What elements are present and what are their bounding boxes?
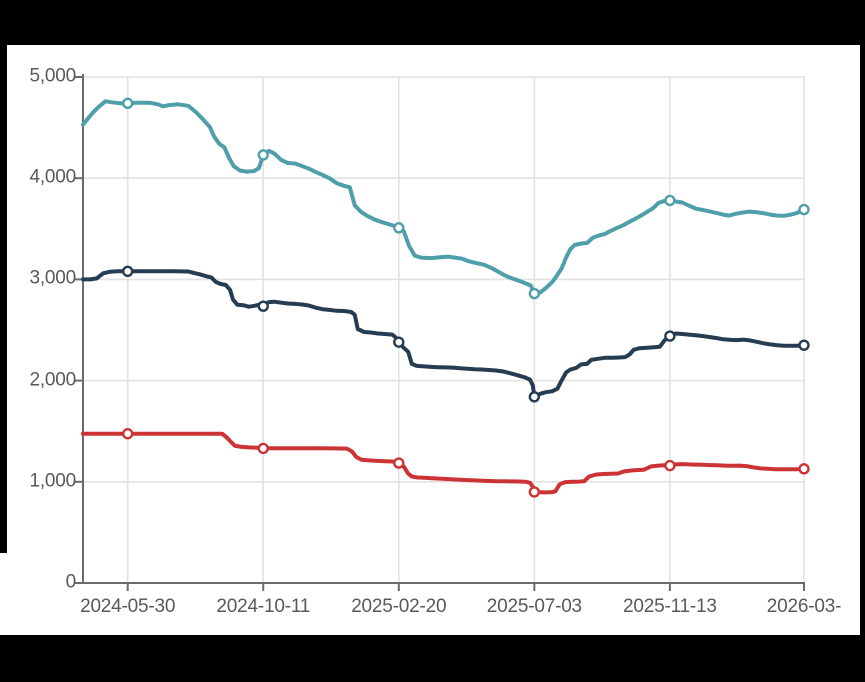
data-point-marker-red[interactable]	[122, 428, 134, 440]
data-point-marker-red[interactable]	[393, 457, 405, 469]
x-axis-label: 2026-03-	[766, 596, 842, 617]
window-border-bottom	[0, 635, 865, 682]
series-line-navy	[81, 269, 806, 399]
x-axis-label: 2024-10-11	[216, 596, 311, 617]
window-border-left	[0, 45, 7, 553]
data-point-marker-teal[interactable]	[122, 97, 134, 110]
data-point-marker-red[interactable]	[257, 442, 269, 455]
data-point-marker-red[interactable]	[664, 459, 676, 472]
data-point-marker-navy[interactable]	[664, 330, 676, 342]
y-axis-label: 5,000	[29, 65, 76, 87]
y-axis-label: 0	[65, 571, 77, 593]
series-line-red	[81, 431, 806, 495]
data-point-marker-teal[interactable]	[798, 203, 810, 216]
data-point-marker-teal[interactable]	[393, 222, 405, 234]
y-axis-label: 1,000	[29, 470, 76, 492]
x-axis-label: 2025-02-20	[351, 596, 447, 617]
data-point-marker-teal[interactable]	[528, 287, 541, 300]
window-border-right	[860, 45, 865, 635]
y-axis-label: 4,000	[29, 166, 76, 188]
data-point-marker-navy[interactable]	[393, 336, 405, 348]
series-line-teal	[81, 99, 806, 296]
x-axis-label: 2025-11-13	[623, 596, 717, 617]
data-point-marker-navy[interactable]	[798, 339, 810, 351]
data-point-marker-teal[interactable]	[664, 194, 676, 207]
window-border-top	[0, 0, 865, 45]
y-axis-label: 2,000	[29, 369, 76, 391]
data-point-marker-navy[interactable]	[528, 391, 541, 403]
data-point-marker-teal[interactable]	[257, 149, 269, 161]
x-axis-label: 2025-07-03	[486, 596, 582, 617]
data-point-marker-red[interactable]	[798, 463, 810, 475]
data-point-marker-navy[interactable]	[122, 265, 134, 278]
y-axis-label: 3,000	[29, 267, 76, 289]
data-point-marker-navy[interactable]	[257, 300, 269, 312]
data-point-marker-red[interactable]	[528, 486, 541, 498]
x-axis-label: 2024-05-30	[80, 596, 176, 617]
